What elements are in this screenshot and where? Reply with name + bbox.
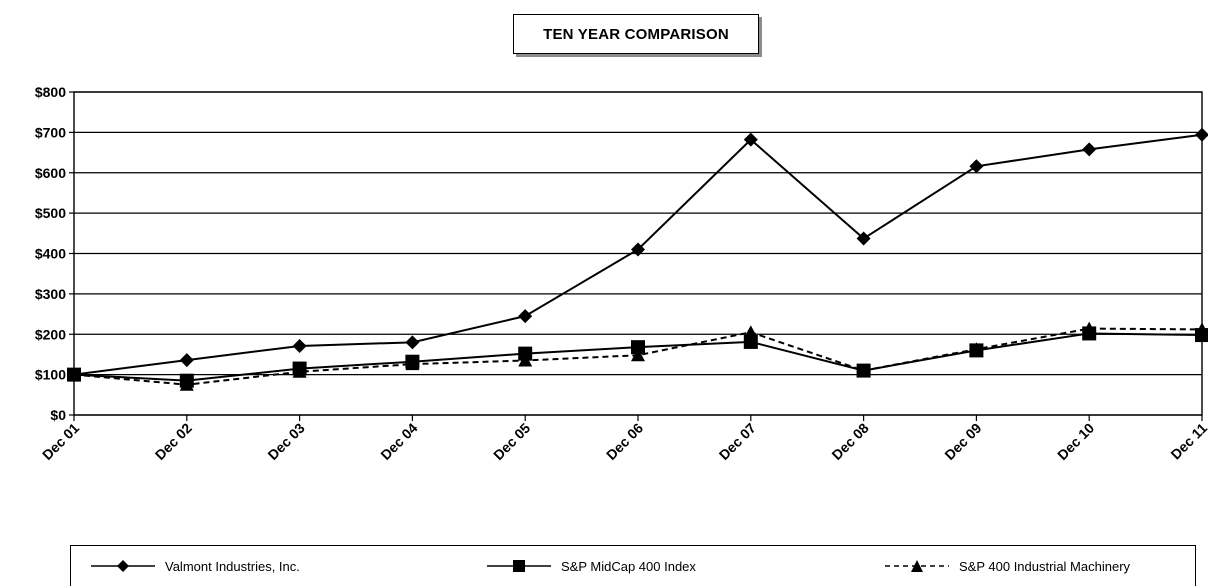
- marker-triangle: [1082, 321, 1097, 335]
- legend-swatch-diamond: [91, 560, 155, 572]
- legend-item-midcap: S&P MidCap 400 Index: [485, 546, 696, 586]
- marker-triangle: [67, 367, 81, 381]
- marker-triangle: [856, 363, 871, 377]
- marker-diamond: [292, 338, 307, 353]
- y-tick-label: $600: [35, 165, 66, 181]
- y-tick-label: $0: [50, 407, 66, 423]
- x-tick-label: Dec 02: [152, 420, 195, 463]
- x-tick-label: Dec 07: [716, 420, 759, 463]
- x-tick-label: Dec 08: [828, 420, 871, 463]
- legend-item-valmont: Valmont Industries, Inc.: [89, 546, 300, 586]
- marker-diamond: [518, 309, 533, 324]
- legend-item-industrial: S&P 400 Industrial Machinery: [883, 546, 1130, 586]
- marker-triangle: [292, 364, 307, 378]
- legend-swatch-square: [487, 560, 551, 572]
- y-tick-label: $200: [35, 326, 66, 342]
- y-tick-label: $100: [35, 367, 66, 383]
- x-tick-label: Dec 01: [39, 420, 82, 463]
- x-tick-label: Dec 06: [603, 420, 646, 463]
- marker-triangle: [405, 357, 420, 371]
- y-tick-label: $800: [35, 84, 66, 100]
- x-tick-label: Dec 03: [264, 420, 307, 463]
- marker-diamond: [969, 159, 984, 174]
- x-tick-label: Dec 04: [377, 420, 420, 463]
- marker-diamond: [405, 335, 420, 350]
- marker-diamond: [631, 242, 645, 257]
- marker-triangle: [631, 348, 645, 362]
- marker-diamond: [856, 231, 871, 246]
- marker-square: [631, 340, 645, 355]
- marker-diamond: [743, 132, 758, 147]
- marker-triangle: [1195, 322, 1208, 336]
- y-tick-label: $300: [35, 286, 66, 302]
- legend: Valmont Industries, Inc. S&P MidCap 400 …: [70, 545, 1196, 586]
- marker-triangle: [743, 325, 758, 339]
- marker-diamond: [179, 353, 194, 368]
- chart-title: TEN YEAR COMPARISON: [513, 14, 759, 54]
- y-tick-label: $500: [35, 205, 66, 221]
- x-tick-label: Dec 09: [941, 420, 984, 463]
- marker-triangle: [179, 377, 194, 391]
- marker-diamond: [1082, 142, 1097, 157]
- y-tick-label: $700: [35, 124, 66, 140]
- marker-triangle: [969, 342, 984, 356]
- marker-square: [743, 334, 758, 349]
- x-tick-label: Dec 11: [1167, 420, 1208, 463]
- legend-label-midcap: S&P MidCap 400 Index: [561, 558, 696, 574]
- marker-triangle: [518, 353, 533, 367]
- x-tick-label: Dec 05: [490, 420, 533, 463]
- legend-swatch-triangle: [885, 560, 949, 572]
- marker-diamond: [1195, 127, 1208, 142]
- legend-label-industrial: S&P 400 Industrial Machinery: [959, 558, 1131, 574]
- legend-label-valmont: Valmont Industries, Inc.: [165, 558, 300, 574]
- y-tick-label: $400: [35, 246, 66, 262]
- x-tick-label: Dec 10: [1054, 420, 1097, 463]
- line-chart: $0 $100 $200 $300 $400 $500 $600 $700 $800 Dec 01…: [35, 84, 1208, 463]
